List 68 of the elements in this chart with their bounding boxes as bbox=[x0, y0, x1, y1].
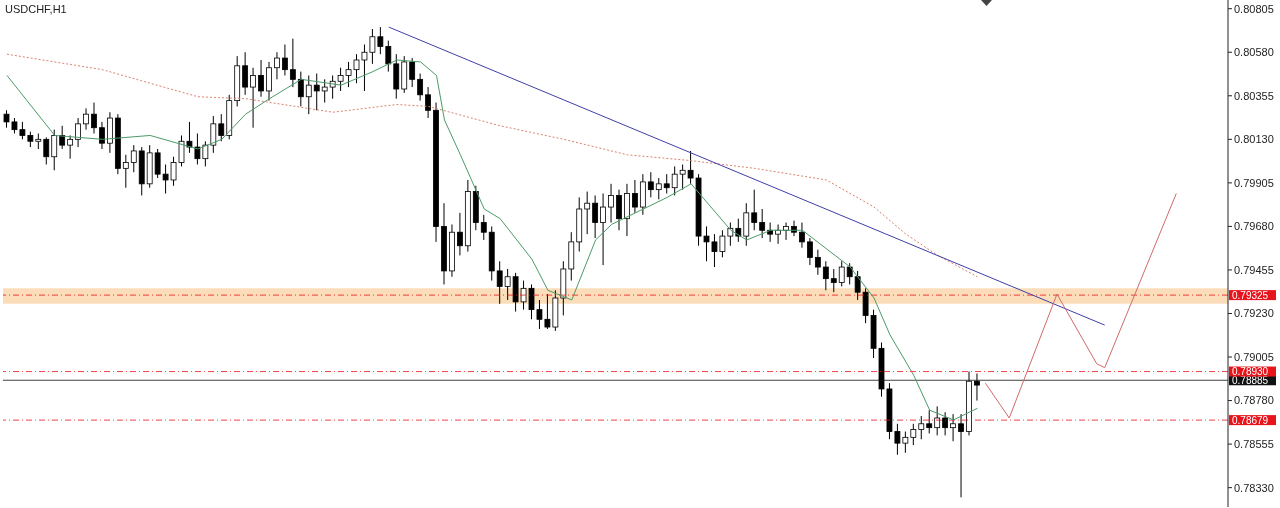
candlestick bbox=[242, 51, 249, 96]
candlestick bbox=[616, 189, 622, 231]
y-tick-label: 0.79005 bbox=[1234, 350, 1274, 363]
candlestick bbox=[43, 136, 50, 165]
y-tick-label: 0.79905 bbox=[1234, 176, 1274, 189]
candlestick bbox=[51, 129, 58, 171]
candlestick bbox=[830, 268, 837, 293]
candlestick bbox=[282, 44, 288, 76]
candlestick bbox=[783, 222, 789, 241]
candlestick bbox=[409, 57, 416, 88]
candlestick bbox=[822, 260, 829, 291]
y-tick-label: 0.80130 bbox=[1234, 133, 1274, 146]
candlestick bbox=[305, 74, 312, 115]
candlestick bbox=[457, 212, 463, 256]
candlestick bbox=[958, 413, 964, 498]
candlestick bbox=[91, 102, 97, 135]
candlestick bbox=[647, 171, 654, 198]
line-series bbox=[6, 59, 978, 421]
y-tick-label: 0.80355 bbox=[1234, 89, 1274, 102]
chart-title: USDCHF,H1 bbox=[5, 3, 67, 15]
y-tick-label: 0.80580 bbox=[1234, 46, 1274, 59]
candlestick bbox=[743, 202, 750, 247]
candlestick bbox=[417, 73, 424, 102]
ref-line-label: 0.79325 bbox=[1232, 289, 1269, 301]
candlestick bbox=[99, 121, 105, 150]
candlestick bbox=[266, 61, 272, 102]
candlestick bbox=[838, 260, 845, 287]
y-tick-label: 0.78555 bbox=[1234, 438, 1274, 451]
candlestick bbox=[608, 183, 614, 224]
ref-line-label: 0.78679 bbox=[1232, 414, 1269, 426]
candlestick bbox=[655, 177, 662, 200]
candlestick bbox=[67, 134, 74, 160]
candlestick bbox=[250, 67, 256, 129]
y-tick-label: 0.79455 bbox=[1234, 263, 1274, 276]
line-series bbox=[6, 53, 978, 278]
y-tick-label: 0.79680 bbox=[1234, 220, 1274, 233]
candlestick bbox=[425, 86, 431, 119]
candlestick bbox=[83, 107, 89, 131]
candlestick bbox=[592, 194, 599, 239]
candlestick bbox=[600, 193, 606, 266]
candlestick bbox=[480, 214, 487, 241]
candlestick bbox=[297, 71, 304, 107]
candlestick bbox=[75, 117, 81, 148]
candlestick bbox=[814, 249, 821, 276]
candlestick bbox=[807, 237, 813, 266]
candlestick bbox=[289, 38, 296, 88]
candlestick bbox=[218, 113, 225, 142]
candlestick bbox=[974, 372, 980, 402]
candlestick bbox=[274, 51, 280, 80]
candlestick bbox=[584, 191, 591, 235]
candlestick bbox=[759, 208, 766, 239]
candlestick bbox=[751, 189, 758, 231]
y-tick-label: 0.80805 bbox=[1234, 2, 1274, 15]
candlestick bbox=[950, 413, 956, 442]
line-series bbox=[984, 193, 1177, 419]
candlestick bbox=[258, 59, 264, 98]
candlestick bbox=[799, 222, 805, 249]
candlestick bbox=[122, 154, 129, 189]
y-tick-label: 0.79230 bbox=[1234, 307, 1274, 320]
candlestick bbox=[918, 415, 925, 440]
y-tick-label: 0.78780 bbox=[1234, 394, 1274, 407]
candlestick bbox=[926, 409, 933, 434]
y-tick-label: 0.78330 bbox=[1234, 481, 1274, 494]
candlestick bbox=[313, 73, 320, 111]
candlestick bbox=[663, 173, 670, 195]
candlestick bbox=[934, 405, 941, 436]
candlestick bbox=[130, 144, 137, 173]
candlestick bbox=[632, 179, 638, 214]
